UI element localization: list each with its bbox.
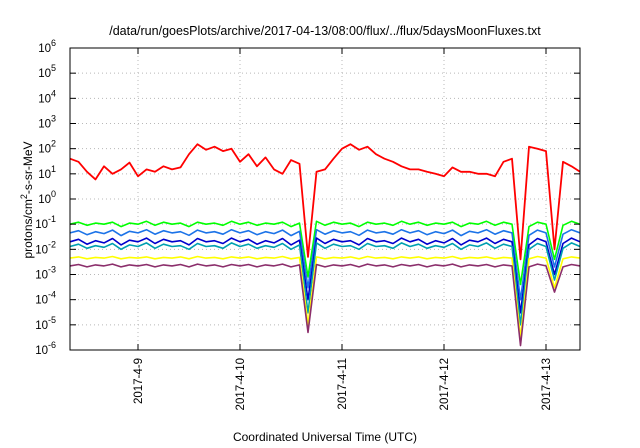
y-axis-label: protons/cm2-s-sr-MeV bbox=[19, 141, 35, 258]
series-line-2 bbox=[69, 220, 581, 286]
series-lines bbox=[69, 143, 581, 347]
chart-title: /data/run/goesPlots/archive/2017-04-13/0… bbox=[109, 24, 541, 38]
axes: 10-6 10-5 10-4 10-3 10-2 10-1 100 101 102 103 104 1… bbox=[35, 38, 580, 410]
series-line-3 bbox=[69, 228, 581, 301]
y-tick-label: 10-4 bbox=[35, 290, 56, 307]
series-line-1 bbox=[69, 143, 581, 261]
y-tick-label: 103 bbox=[38, 114, 56, 131]
x-axis-label: Coordinated Universal Time (UTC) bbox=[233, 430, 417, 444]
y-tick-label: 10-3 bbox=[35, 265, 56, 282]
x-tick-label: 2017-4-10 bbox=[235, 358, 247, 410]
y-tick-label: 10-5 bbox=[35, 315, 56, 332]
x-tick-label: 2017-4-12 bbox=[439, 358, 451, 410]
y-tick-label: 105 bbox=[38, 63, 56, 80]
x-tick-label: 2017-4-11 bbox=[337, 358, 349, 410]
y-tick-label: 106 bbox=[38, 38, 56, 55]
x-tick-label: 2017-4-13 bbox=[541, 358, 553, 410]
y-tick-label: 10-1 bbox=[35, 214, 56, 231]
y-tick-label: 104 bbox=[38, 88, 56, 105]
series-line-6 bbox=[69, 255, 581, 339]
series-line-5 bbox=[69, 242, 581, 326]
series-line-4 bbox=[69, 237, 581, 314]
grid-lines bbox=[70, 48, 580, 350]
y-tick-label: 100 bbox=[38, 189, 56, 206]
y-tick-label: 10-6 bbox=[35, 340, 56, 357]
series-line-7 bbox=[69, 263, 581, 347]
y-tick-label: 101 bbox=[38, 164, 56, 181]
y-tick-label: 102 bbox=[38, 139, 56, 156]
x-tick-label: 2017-4-9 bbox=[133, 358, 145, 404]
y-tick-label: 10-2 bbox=[35, 239, 56, 256]
